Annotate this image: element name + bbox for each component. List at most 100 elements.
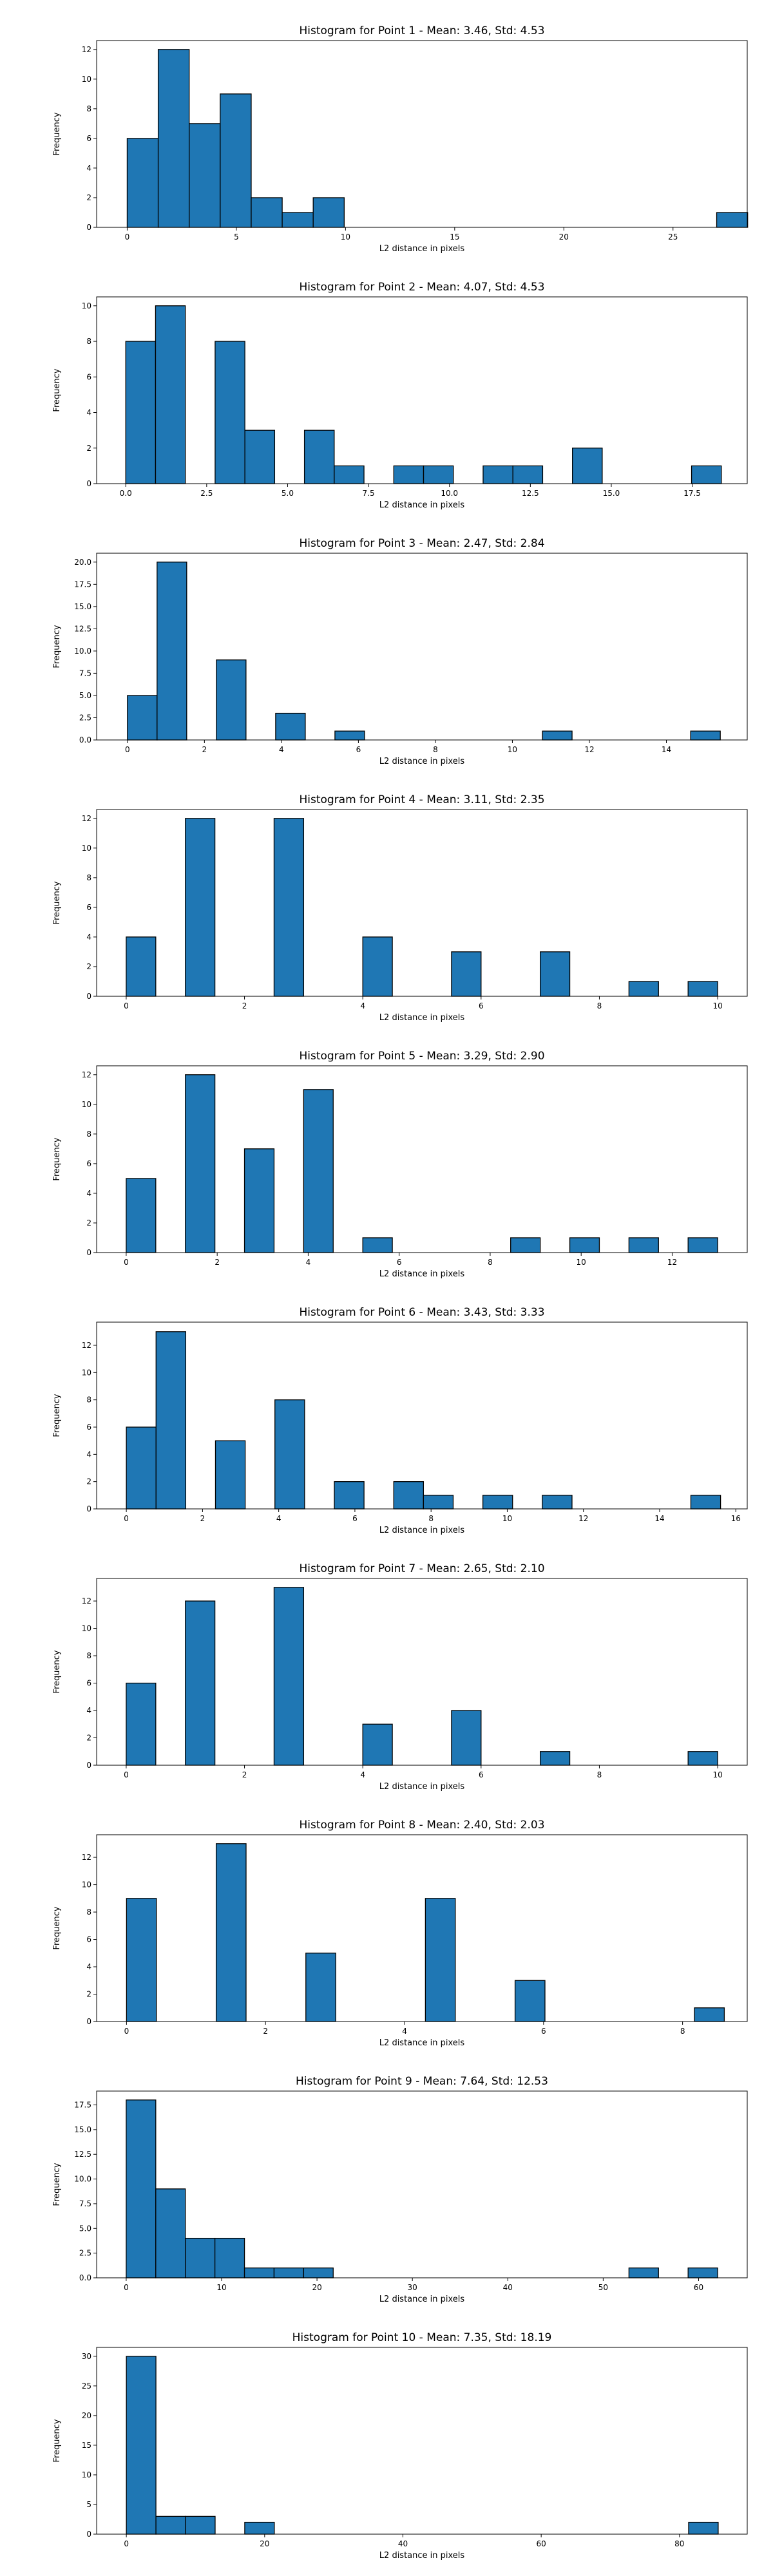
histogram-bar bbox=[244, 430, 276, 484]
y-tick-label: 4 bbox=[86, 933, 91, 942]
plot-frame bbox=[96, 1065, 748, 1253]
histogram-bar bbox=[572, 448, 603, 484]
x-tick-label: 2.5 bbox=[200, 489, 213, 498]
x-tick-label: 2 bbox=[202, 745, 207, 754]
histogram-panel-6: Histogram for Point 6 - Mean: 3.43, Std:… bbox=[52, 1306, 748, 1535]
histogram-bar bbox=[425, 1898, 456, 2022]
histogram-panel-8: Histogram for Point 8 - Mean: 2.40, Std:… bbox=[52, 1819, 748, 2048]
y-tick-label: 0 bbox=[86, 1504, 91, 1513]
histogram-bar bbox=[126, 1178, 157, 1253]
y-axis-label: Frequency bbox=[52, 368, 62, 412]
histogram-bar bbox=[185, 1074, 216, 1253]
histogram-bar bbox=[273, 818, 305, 997]
histogram-bar bbox=[690, 730, 721, 741]
histogram-bar bbox=[542, 730, 573, 741]
x-axis-label: L2 distance in pixels bbox=[379, 2038, 465, 2048]
histogram-bar bbox=[451, 951, 482, 997]
x-tick-label: 8 bbox=[428, 1514, 434, 1523]
histogram-bar bbox=[216, 659, 247, 741]
x-tick-label: 12 bbox=[667, 1258, 677, 1267]
histogram-panel-9: Histogram for Point 9 - Mean: 7.64, Std:… bbox=[52, 2075, 748, 2304]
plot-frame bbox=[96, 553, 748, 741]
histogram-bar bbox=[512, 465, 544, 484]
histogram-bar bbox=[243, 2268, 275, 2278]
y-tick-label: 4 bbox=[86, 1450, 91, 1459]
histogram-bar bbox=[628, 981, 659, 997]
histogram-bar bbox=[273, 2268, 305, 2278]
histogram-bar bbox=[312, 197, 345, 228]
histogram-bar bbox=[303, 1089, 334, 1253]
x-tick-label: 6 bbox=[397, 1258, 402, 1267]
y-axis-label: Frequency bbox=[52, 1650, 62, 1693]
histogram-bar bbox=[185, 2515, 216, 2535]
histogram-panel-1: Histogram for Point 1 - Mean: 3.46, Std:… bbox=[52, 24, 749, 254]
y-axis-label: Frequency bbox=[52, 1394, 62, 1437]
x-tick-label: 20 bbox=[312, 2283, 321, 2292]
histogram-bar bbox=[334, 730, 365, 741]
x-tick-label: 60 bbox=[537, 2539, 546, 2548]
x-tick-label: 4 bbox=[360, 1001, 365, 1010]
x-tick-label: 4 bbox=[276, 1514, 282, 1523]
histogram-bar bbox=[215, 1843, 247, 2022]
y-tick-label: 0 bbox=[86, 1761, 91, 1770]
x-tick-label: 6 bbox=[541, 2027, 546, 2036]
histogram-bar bbox=[514, 1980, 546, 2022]
histogram-bar bbox=[393, 465, 425, 484]
histogram-bar bbox=[273, 1587, 305, 1766]
chart-title: Histogram for Point 8 - Mean: 2.40, Std:… bbox=[299, 1819, 544, 1832]
y-tick-label: 15.0 bbox=[74, 2125, 91, 2134]
y-tick-label: 8 bbox=[86, 1396, 91, 1405]
y-tick-label: 0 bbox=[86, 2530, 91, 2539]
x-tick-label: 15 bbox=[450, 232, 459, 242]
chart-title: Histogram for Point 1 - Mean: 3.46, Std:… bbox=[299, 24, 544, 37]
histogram-bar bbox=[126, 1426, 157, 1510]
histogram-bar bbox=[362, 1237, 393, 1253]
x-tick-label: 0 bbox=[124, 1258, 129, 1267]
histogram-bar bbox=[126, 2099, 157, 2278]
histogram-bar bbox=[628, 1237, 659, 1253]
x-tick-label: 8 bbox=[597, 1001, 602, 1010]
y-tick-label: 10 bbox=[82, 1880, 91, 1889]
histogram-bar bbox=[125, 341, 157, 484]
plot-frame bbox=[96, 40, 748, 228]
chart-title: Histogram for Point 2 - Mean: 4.07, Std:… bbox=[299, 281, 544, 294]
y-tick-label: 20 bbox=[82, 2411, 91, 2420]
plot-frame bbox=[96, 296, 748, 484]
histogram-bar bbox=[126, 2356, 157, 2535]
y-tick-label: 7.5 bbox=[79, 2199, 91, 2208]
histogram-bar bbox=[303, 2268, 334, 2278]
histogram-bar bbox=[716, 212, 749, 228]
x-tick-label: 8 bbox=[680, 2027, 685, 2036]
histogram-bar bbox=[214, 2237, 245, 2278]
x-tick-label: 5 bbox=[234, 232, 239, 242]
y-tick-label: 6 bbox=[86, 134, 91, 143]
histogram-bar bbox=[157, 49, 190, 228]
y-tick-label: 10.0 bbox=[74, 647, 91, 656]
y-axis-label: Frequency bbox=[52, 1137, 62, 1180]
y-tick-label: 10 bbox=[82, 1100, 91, 1109]
x-tick-label: 2 bbox=[215, 1258, 220, 1267]
x-tick-label: 30 bbox=[408, 2283, 417, 2292]
histogram-bar bbox=[303, 430, 335, 484]
y-tick-label: 12 bbox=[82, 814, 91, 823]
y-tick-label: 4 bbox=[86, 164, 91, 173]
y-tick-label: 8 bbox=[86, 873, 91, 882]
histogram-bar bbox=[542, 1495, 573, 1510]
x-tick-label: 10 bbox=[341, 232, 350, 242]
y-tick-label: 0.0 bbox=[79, 735, 91, 744]
x-tick-label: 0 bbox=[125, 232, 130, 242]
chart-title: Histogram for Point 7 - Mean: 2.65, Std:… bbox=[299, 1562, 544, 1575]
x-tick-label: 4 bbox=[402, 2027, 407, 2036]
x-tick-label: 0 bbox=[124, 2027, 129, 2036]
y-tick-label: 6 bbox=[86, 1679, 91, 1688]
y-tick-label: 4 bbox=[86, 1706, 91, 1715]
x-tick-label: 4 bbox=[360, 1770, 365, 1779]
y-axis-label: Frequency bbox=[52, 881, 62, 924]
x-axis-label: L2 distance in pixels bbox=[379, 2551, 465, 2561]
y-tick-label: 2 bbox=[86, 444, 91, 453]
histogram-panel-7: Histogram for Point 7 - Mean: 2.65, Std:… bbox=[52, 1562, 748, 1792]
y-tick-label: 15.0 bbox=[74, 602, 91, 611]
x-tick-label: 25 bbox=[668, 232, 678, 242]
histogram-bar bbox=[690, 1495, 721, 1510]
x-tick-label: 60 bbox=[694, 2283, 703, 2292]
